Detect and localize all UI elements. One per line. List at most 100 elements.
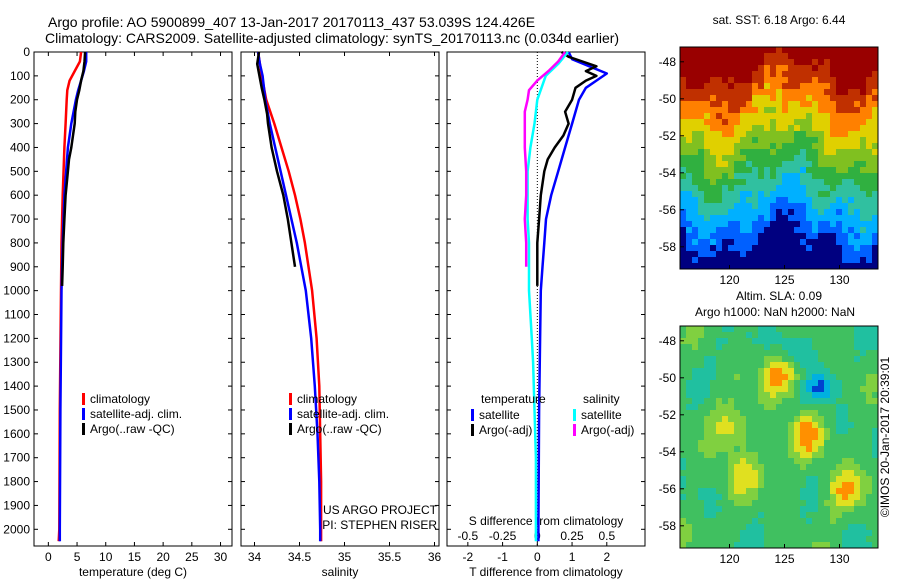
field-cell: [680, 410, 687, 417]
field-cell: [866, 263, 873, 269]
field-cell: [758, 470, 765, 477]
field-cell: [824, 506, 831, 513]
field-cell: [746, 227, 753, 234]
field-cell: [836, 398, 843, 405]
field-cell: [806, 239, 813, 246]
field-cell: [722, 71, 729, 78]
field-cell: [836, 362, 843, 369]
field-cell: [686, 101, 693, 108]
field-cell: [686, 398, 693, 405]
field-cell: [716, 257, 723, 264]
field-cell: [782, 101, 789, 108]
field-cell: [854, 233, 861, 240]
field-cell: [818, 416, 825, 423]
field-cell: [770, 173, 777, 180]
field-cell: [740, 197, 747, 204]
field-cell: [758, 518, 765, 525]
field-cell: [686, 203, 693, 210]
depth-tick-label: 800: [10, 236, 30, 250]
field-cell: [752, 452, 759, 459]
field-cell: [866, 59, 873, 66]
field-cell: [776, 113, 783, 120]
field-cell: [830, 71, 837, 78]
field-cell: [764, 59, 771, 66]
field-cell: [710, 512, 717, 519]
field-cell: [824, 434, 831, 441]
field-cell: [686, 209, 693, 216]
field-cell: [710, 227, 717, 234]
field-cell: [740, 416, 747, 423]
field-cell: [824, 143, 831, 150]
field-cell: [716, 476, 723, 483]
field-cell: [824, 494, 831, 501]
field-cell: [704, 131, 711, 138]
field-cell: [764, 404, 771, 411]
field-cell: [794, 380, 801, 387]
field-cell: [794, 476, 801, 483]
field-cell: [686, 245, 693, 252]
field-cell: [728, 161, 735, 168]
field-cell: [722, 446, 729, 453]
field-cell: [680, 470, 687, 477]
field-cell: [710, 380, 717, 387]
field-cell: [782, 494, 789, 501]
field-cell: [734, 53, 741, 60]
field-cell: [782, 404, 789, 411]
field-cell: [860, 143, 867, 150]
field-cell: [842, 434, 849, 441]
field-cell: [860, 524, 867, 531]
field-cell: [710, 386, 717, 393]
field-cell: [848, 380, 855, 387]
field-cell: [854, 155, 861, 162]
field-cell: [872, 125, 878, 132]
field-cell: [818, 149, 825, 156]
field-cell: [758, 161, 765, 168]
field-cell: [710, 47, 717, 54]
field-cell: [734, 95, 741, 102]
field-cell: [704, 404, 711, 411]
field-cell: [716, 251, 723, 258]
field-cell: [716, 149, 723, 156]
field-cell: [728, 512, 735, 519]
field-cell: [806, 161, 813, 168]
field-cell: [722, 167, 729, 174]
field-cell: [824, 83, 831, 90]
field-cell: [824, 410, 831, 417]
field-cell: [854, 518, 861, 525]
field-cell: [872, 374, 878, 381]
field-cell: [782, 530, 789, 537]
depth-tick-label: 500: [10, 164, 30, 178]
field-cell: [758, 380, 765, 387]
field-cell: [866, 464, 873, 471]
field-cell: [740, 77, 747, 84]
field-cell: [728, 65, 735, 72]
field-cell: [812, 446, 819, 453]
field-cell: [794, 482, 801, 489]
field-cell: [830, 458, 837, 465]
field-cell: [812, 398, 819, 405]
field-cell: [728, 476, 735, 483]
field-cell: [746, 458, 753, 465]
field-cell: [836, 470, 843, 477]
field-cell: [758, 530, 765, 537]
field-cell: [752, 506, 759, 513]
field-cell: [800, 107, 807, 114]
field-cell: [680, 326, 687, 333]
field-cell: [740, 221, 747, 228]
field-cell: [770, 65, 777, 72]
field-cell: [716, 233, 723, 240]
field-cell: [800, 392, 807, 399]
field-cell: [740, 368, 747, 375]
field-cell: [866, 167, 873, 174]
field-cell: [818, 518, 825, 525]
field-cell: [800, 524, 807, 531]
field-cell: [782, 155, 789, 162]
field-cell: [734, 470, 741, 477]
field-cell: [854, 197, 861, 204]
field-cell: [860, 263, 867, 269]
field-cell: [794, 452, 801, 459]
field-cell: [872, 500, 878, 507]
field-cell: [818, 131, 825, 138]
field-cell: [806, 59, 813, 66]
field-cell: [854, 488, 861, 495]
